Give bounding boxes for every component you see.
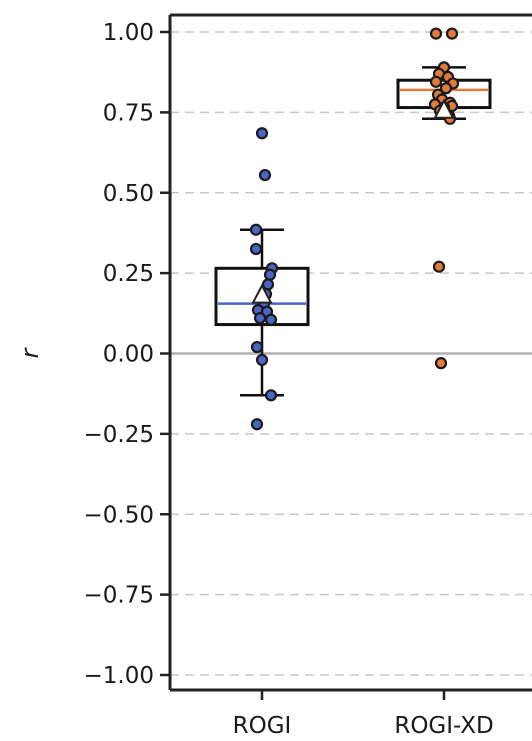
axis-layer bbox=[160, 13, 532, 700]
y-tick-label: −0.75 bbox=[84, 583, 154, 609]
y-tick-label: −0.50 bbox=[84, 502, 154, 528]
data-point bbox=[255, 127, 269, 140]
data-point bbox=[249, 223, 263, 236]
x-tick-label: ROGI-XD bbox=[394, 713, 493, 739]
label-layer: 1.00 0.75 0.50 0.25 0.00 −0.25 −0.50 −0.75 −1.00… bbox=[16, 20, 494, 739]
y-tick-label: 0.00 bbox=[103, 342, 154, 368]
data-point bbox=[429, 75, 443, 88]
y-tick-label: 0.25 bbox=[103, 261, 154, 287]
y-axis-label: r bbox=[16, 346, 44, 358]
data-point bbox=[432, 260, 446, 273]
data-point bbox=[429, 27, 443, 40]
data-point bbox=[250, 340, 264, 354]
data-point bbox=[258, 168, 272, 182]
y-tick-label: 0.75 bbox=[103, 100, 154, 126]
data-point bbox=[255, 353, 269, 367]
data-point bbox=[264, 389, 278, 402]
y-tick-label: −0.25 bbox=[84, 422, 154, 448]
data-point bbox=[261, 278, 275, 291]
y-tick-label: −1.00 bbox=[84, 663, 154, 689]
data-point bbox=[434, 357, 448, 370]
data-point bbox=[445, 27, 459, 40]
y-tick-label: 0.50 bbox=[103, 181, 154, 207]
data-point bbox=[249, 242, 263, 256]
x-tick-label: ROGI bbox=[233, 713, 292, 739]
y-tick-label: 1.00 bbox=[103, 20, 154, 46]
mean-marker bbox=[433, 98, 455, 119]
data-point bbox=[263, 268, 277, 281]
data-point bbox=[250, 418, 264, 431]
mean-marker bbox=[251, 283, 273, 304]
data-point bbox=[439, 82, 453, 95]
data-point bbox=[253, 312, 267, 325]
data-point bbox=[264, 313, 278, 326]
grid-layer bbox=[170, 31, 532, 676]
mean-layer bbox=[251, 98, 455, 304]
